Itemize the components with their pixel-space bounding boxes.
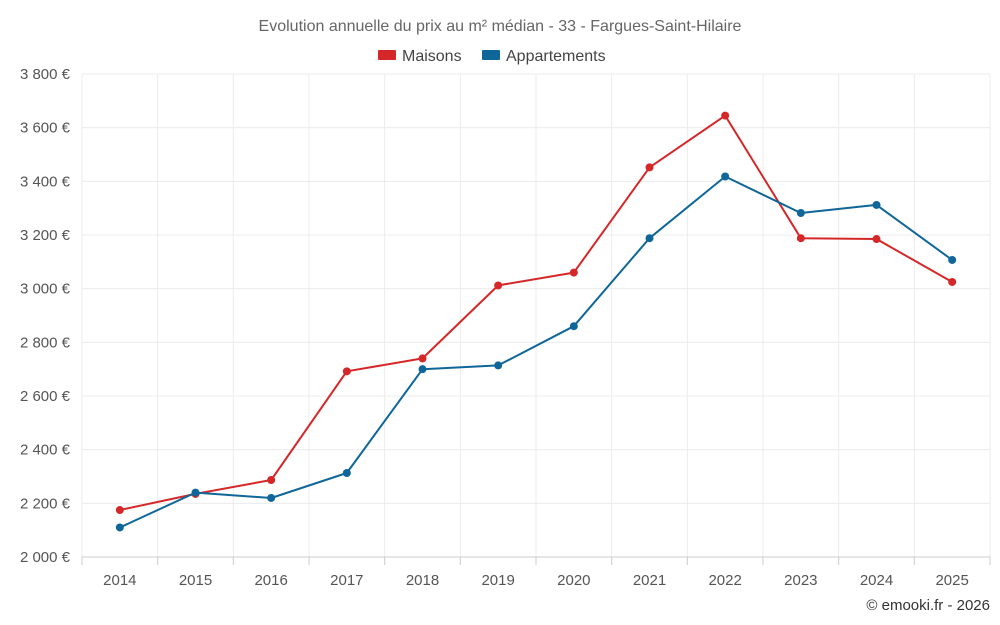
x-tick-label: 2023 xyxy=(784,572,817,589)
data-point-appartements[interactable] xyxy=(191,488,200,497)
data-point-maisons[interactable] xyxy=(796,234,805,243)
x-tick-label: 2021 xyxy=(633,572,666,589)
series-line-appartements xyxy=(119,175,953,529)
data-point-appartements[interactable] xyxy=(418,365,427,374)
credit-text: © emooki.fr - 2026 xyxy=(866,597,990,614)
y-tick-label: 3 600 € xyxy=(20,120,71,137)
y-tick-label: 3 800 € xyxy=(20,66,71,83)
y-tick-label: 2 200 € xyxy=(20,495,71,512)
x-tick-label: 2017 xyxy=(330,572,363,589)
data-point-appartements[interactable] xyxy=(948,255,957,264)
x-tick-label: 2020 xyxy=(557,572,590,589)
y-tick-label: 2 800 € xyxy=(20,334,71,351)
y-tick-label: 2 000 € xyxy=(20,549,71,566)
y-axis: 2 000 € 2 200 € 2 400 € 2 600 € 2 800 € 3 000… xyxy=(20,66,71,566)
legend[interactable]: Maisons Appartements xyxy=(378,48,606,65)
data-point-maisons[interactable] xyxy=(494,281,503,290)
data-point-maisons[interactable] xyxy=(872,235,881,244)
data-point-appartements[interactable] xyxy=(796,208,805,217)
legend-label: Maisons xyxy=(402,48,462,65)
data-point-appartements[interactable] xyxy=(872,200,881,209)
data-point-appartements[interactable] xyxy=(342,469,351,478)
x-tick-label: 2018 xyxy=(406,572,439,589)
data-point-maisons[interactable] xyxy=(721,111,730,120)
x-tick-label: 2025 xyxy=(935,572,968,589)
data-point-appartements[interactable] xyxy=(115,523,124,532)
series-line-maisons xyxy=(119,114,953,511)
data-point-maisons[interactable] xyxy=(342,367,351,376)
y-tick-label: 2 600 € xyxy=(20,388,71,405)
x-tick-label: 2014 xyxy=(103,572,136,589)
legend-label: Appartements xyxy=(506,48,606,65)
data-point-appartements[interactable] xyxy=(721,172,730,181)
legend-swatch xyxy=(378,50,396,60)
series-layer xyxy=(115,111,957,532)
data-point-maisons[interactable] xyxy=(115,506,124,515)
legend-item-maisons[interactable]: Maisons xyxy=(378,48,462,65)
legend-swatch xyxy=(482,50,500,60)
y-tick-label: 3 200 € xyxy=(20,227,71,244)
data-point-appartements[interactable] xyxy=(494,361,503,370)
y-tick-label: 3 000 € xyxy=(20,281,71,298)
x-tick-label: 2016 xyxy=(254,572,287,589)
x-tick-label: 2022 xyxy=(708,572,741,589)
x-axis: 2014 2015 2016 2017 2018 2019 2020 2021 2022 2023… xyxy=(81,556,991,589)
data-point-maisons[interactable] xyxy=(645,163,654,172)
y-tick-label: 2 400 € xyxy=(20,442,71,459)
data-point-maisons[interactable] xyxy=(569,268,578,277)
legend-item-appartements[interactable]: Appartements xyxy=(482,48,606,65)
x-tick-label: 2024 xyxy=(860,572,893,589)
x-tick-label: 2019 xyxy=(481,572,514,589)
data-point-appartements[interactable] xyxy=(267,493,276,502)
data-point-appartements[interactable] xyxy=(569,322,578,331)
data-point-maisons[interactable] xyxy=(418,354,427,363)
chart-title: Evolution annuelle du prix au m² médian … xyxy=(259,18,742,35)
grid xyxy=(81,73,991,557)
data-point-maisons[interactable] xyxy=(267,475,276,484)
data-point-appartements[interactable] xyxy=(645,234,654,243)
data-point-maisons[interactable] xyxy=(948,277,957,286)
x-tick-label: 2015 xyxy=(179,572,212,589)
y-tick-label: 3 400 € xyxy=(20,173,71,190)
